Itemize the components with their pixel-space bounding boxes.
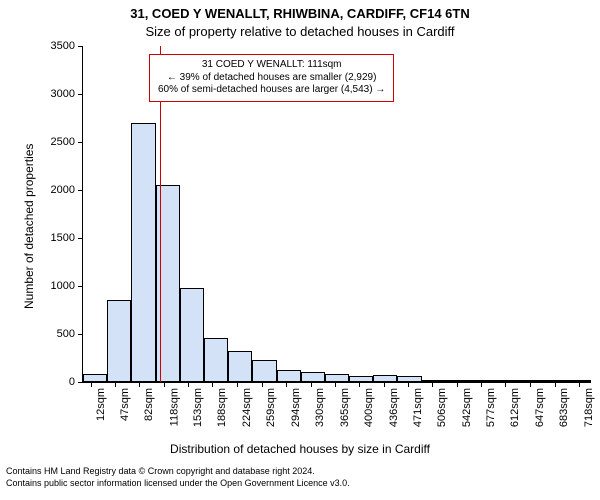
- plot-area: 31 COED Y WENALLT: 111sqm ← 39% of detac…: [82, 46, 591, 383]
- histogram-bar: [204, 338, 228, 382]
- y-tick: 1000: [51, 280, 83, 292]
- y-tick: 2500: [51, 136, 83, 148]
- figure: 31, COED Y WENALLT, RHIWBINA, CARDIFF, C…: [0, 0, 600, 500]
- y-tick: 3000: [51, 88, 83, 100]
- x-axis-label: Distribution of detached houses by size …: [0, 442, 600, 456]
- x-tick: 153sqm: [188, 382, 189, 389]
- x-tick: 188sqm: [212, 382, 213, 389]
- y-tick: 500: [57, 328, 83, 340]
- x-tick: 683sqm: [555, 382, 556, 389]
- chart-title-line1: 31, COED Y WENALLT, RHIWBINA, CARDIFF, C…: [0, 6, 600, 21]
- y-tick: 0: [69, 376, 83, 388]
- x-tick: 506sqm: [432, 382, 433, 389]
- chart-title-line2: Size of property relative to detached ho…: [0, 24, 600, 39]
- x-tick: 612sqm: [505, 382, 506, 389]
- histogram-bar: [301, 372, 325, 382]
- histogram-bar: [131, 123, 155, 382]
- y-axis-label: Number of detached properties: [22, 144, 36, 309]
- y-tick: 3500: [51, 40, 83, 52]
- histogram-bar: [277, 370, 301, 382]
- x-tick: 294sqm: [286, 382, 287, 389]
- x-tick: 12sqm: [91, 382, 92, 389]
- y-tick: 2000: [51, 184, 83, 196]
- histogram-bar: [83, 374, 107, 382]
- histogram-bar: [252, 360, 276, 382]
- histogram-bar: [422, 380, 446, 382]
- histogram-bar: [180, 288, 204, 382]
- histogram-bar: [397, 376, 421, 382]
- info-box-line1: 31 COED Y WENALLT: 111sqm: [158, 59, 385, 72]
- x-tick: 365sqm: [335, 382, 336, 389]
- x-tick: 259sqm: [262, 382, 263, 389]
- info-box: 31 COED Y WENALLT: 111sqm ← 39% of detac…: [149, 54, 394, 102]
- histogram-bar: [349, 376, 373, 382]
- x-tick: 471sqm: [408, 382, 409, 389]
- histogram-bar: [325, 374, 349, 382]
- footer-line1: Contains HM Land Registry data © Crown c…: [6, 466, 350, 478]
- histogram-bar: [107, 300, 131, 382]
- x-tick: 47sqm: [115, 382, 116, 389]
- x-tick: 330sqm: [311, 382, 312, 389]
- x-tick: 400sqm: [359, 382, 360, 389]
- histogram-bar: [228, 351, 252, 382]
- info-box-line2: ← 39% of detached houses are smaller (2,…: [158, 72, 385, 85]
- x-tick: 718sqm: [579, 382, 580, 389]
- x-tick: 82sqm: [139, 382, 140, 389]
- x-tick: 647sqm: [530, 382, 531, 389]
- x-tick: 577sqm: [481, 382, 482, 389]
- x-tick: 224sqm: [237, 382, 238, 389]
- footer-attribution: Contains HM Land Registry data © Crown c…: [6, 466, 350, 489]
- footer-line2: Contains public sector information licen…: [6, 478, 350, 490]
- x-tick: 542sqm: [457, 382, 458, 389]
- x-tick: 118sqm: [164, 382, 165, 389]
- histogram-bar: [373, 375, 397, 382]
- x-tick: 436sqm: [384, 382, 385, 389]
- info-box-line3: 60% of semi-detached houses are larger (…: [158, 84, 385, 97]
- y-tick: 1500: [51, 232, 83, 244]
